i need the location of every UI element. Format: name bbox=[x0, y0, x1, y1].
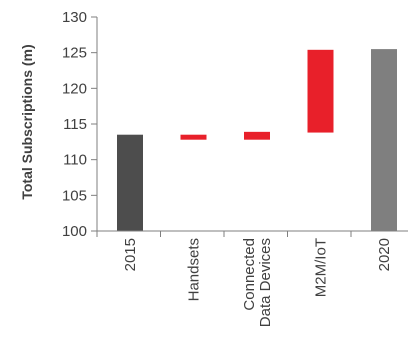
bar-handsets bbox=[180, 134, 207, 140]
bar-2015 bbox=[117, 134, 143, 231]
x-axis-labels: 2015 Handsets Connected Data Devices M2M/IoT… bbox=[122, 238, 393, 327]
y-axis-title: Total Subscriptions (m) bbox=[19, 44, 35, 199]
y-tick-label: 100 bbox=[62, 223, 87, 240]
x-axis bbox=[96, 230, 408, 237]
y-tick-label: 120 bbox=[62, 80, 87, 97]
y-tick-label: 125 bbox=[62, 45, 87, 62]
y-tick-label: 110 bbox=[63, 152, 87, 169]
x-category-label: Connected bbox=[241, 238, 258, 311]
bar-connected-data-devices bbox=[244, 131, 270, 140]
y-tick-label: 115 bbox=[63, 116, 87, 133]
x-category-label: Data Devices bbox=[257, 238, 274, 327]
x-category-label: Handsets bbox=[186, 238, 203, 301]
y-axis: 100 105 110 115 120 125 130 bbox=[62, 9, 98, 240]
x-category-label: 2015 bbox=[122, 238, 139, 271]
bar-m2m-iot bbox=[307, 49, 334, 133]
x-category-label: M2M/IoT bbox=[313, 238, 330, 297]
bar-2020 bbox=[371, 49, 397, 231]
y-tick-label: 105 bbox=[62, 187, 87, 204]
x-category-label: 2020 bbox=[376, 238, 393, 271]
bars bbox=[117, 49, 397, 231]
y-tick-label: 130 bbox=[62, 9, 87, 26]
